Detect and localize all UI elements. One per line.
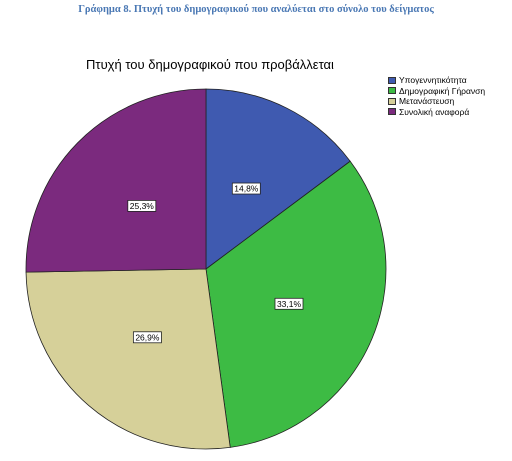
legend-item: Υπογεννητικότητα: [388, 75, 485, 86]
svg-text:25,3%: 25,3%: [130, 201, 155, 211]
pie-slice: [205, 88, 351, 270]
chart-title: Πτυχή του δημογραφικού που προβάλλεται: [86, 57, 334, 72]
svg-text:26,9%: 26,9%: [135, 332, 160, 342]
legend-swatch: [388, 76, 396, 84]
legend-swatch: [388, 108, 396, 116]
svg-text:14,8%: 14,8%: [234, 184, 259, 194]
legend-swatch: [388, 97, 396, 105]
pie-slice: [25, 88, 207, 273]
legend-item: Δημογραφική Γήρανση: [388, 86, 485, 97]
legend-label: Μετανάστευση: [399, 96, 455, 107]
slice-percent-label: 33,1%: [274, 297, 304, 310]
slice-percent-label: 25,3%: [127, 200, 157, 212]
slice-percent-label: 26,9%: [132, 331, 162, 344]
legend-item: Μετανάστευση: [388, 96, 485, 107]
legend-label: Συνολική αναφορά: [399, 106, 470, 117]
slice-percent-label: 14,8%: [231, 182, 261, 195]
legend-item: Συνολική αναφορά: [388, 107, 485, 118]
legend-label: Υπογεννητικότητα: [399, 75, 467, 86]
legend-label: Δημογραφική Γήρανση: [399, 85, 486, 96]
figure-caption: Γράφημα 8. Πτυχή του δημογραφικού που αν…: [78, 4, 434, 15]
svg-text:33,1%: 33,1%: [277, 299, 302, 309]
legend-swatch: [388, 87, 396, 95]
chart-legend: Υπογεννητικότητα Δημογραφική Γήρανση Μετ…: [388, 75, 485, 117]
pie-slice: [25, 268, 231, 450]
